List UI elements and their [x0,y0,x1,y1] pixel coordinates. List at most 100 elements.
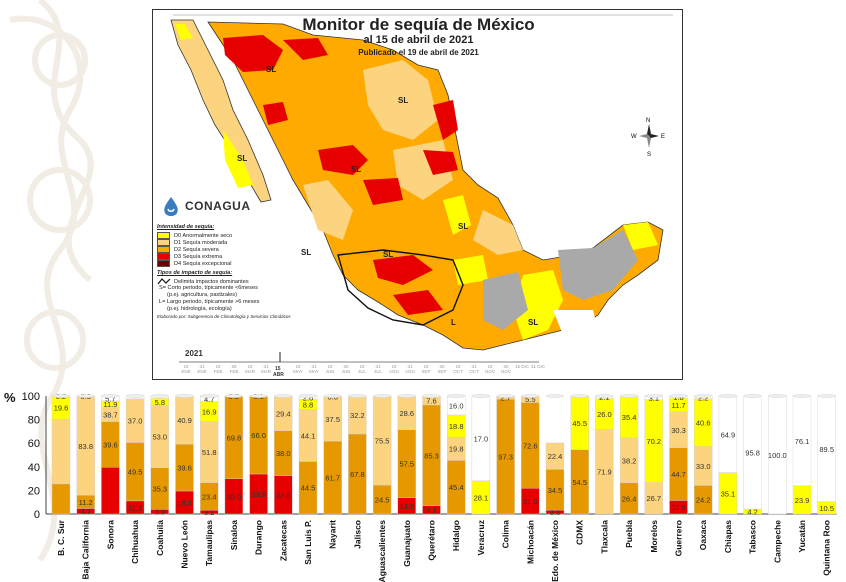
legend-item: D2 Sequía severa [157,246,347,253]
x-tick-label: Guanajuato [402,520,412,567]
bar-data-label: 11.2 [79,498,93,507]
bar-data-label: 5.7 [105,394,115,403]
bar-cap [298,394,318,398]
compass-e: E [661,134,665,140]
legend-short-term: S= Corto periodo, típicamente <6meses [159,285,258,291]
y-tick-label: 40 [28,462,40,474]
x-tick-label: Hidalgo [451,520,461,551]
bar-cap [274,394,293,398]
bar-data-label: 57.5 [399,460,414,469]
bar-data-label: 3.2 [204,508,214,517]
bar-segment [51,418,71,485]
x-tick-label: Chihuahua [130,520,140,564]
bar-data-label: 21.9 [523,497,538,506]
bar-data-label: 44.5 [301,484,316,493]
bar-data-label: 54.5 [572,478,587,487]
bar-data-label: 95.8 [745,449,760,458]
legend-long-term: L= Largo periodo, típicamente >6 meses [159,299,260,305]
bar-segment [101,467,120,515]
bar-data-label: 30.0 [227,492,242,501]
bar-cap [743,394,762,398]
x-tick-label: Oaxaca [698,520,708,551]
bar-data-label: 71.9 [597,468,612,477]
x-tick-label: Nuevo León [180,520,190,569]
compass-rose: N S W E [631,116,667,158]
bar-data-label: 75.5 [375,437,390,446]
x-tick-label: Querétaro [427,520,437,561]
bar-cap [694,394,713,398]
bar-data-label: 53.0 [152,432,167,441]
timeline-label: 31 ENE [197,364,207,374]
legend-label: D0 Anormalmente seco [174,232,233,239]
region-label: SL [528,318,539,327]
bar-data-label: 51.8 [202,448,217,457]
x-tick-label: Edo. de México [550,520,560,582]
bar-data-label: 34.5 [548,486,563,495]
background-ornament [9,0,94,562]
bar-data-label: 4.7 [204,395,214,404]
legend-long-term-example: (p.ej. hidrología, ecología) [167,306,232,312]
legend-short-term-example: (p.ej. agricultura, pastizales) [167,292,237,298]
legend-item: D1 Sequía moderada [157,239,347,246]
x-tick-label: Chiapas [723,520,733,553]
x-tick-label: Sonora [105,520,115,550]
timeline-label: 30 JUN [341,364,351,374]
y-axis-title: % [4,390,16,405]
timeline-label: 15 JUL [357,364,366,374]
bar-data-label: 39.6 [177,464,192,473]
timeline-label: 15 DIC [515,364,530,369]
bar-data-label: 4.2 [747,508,757,517]
compass-icon: N S W E [631,118,665,158]
bar-cap [249,394,268,398]
bar-cap [150,394,170,398]
x-tick-label: Morelos [649,520,659,553]
legend-impact-title: Tipos de impacto de sequía: [157,270,233,276]
x-tick-label: B. C. Sur [56,519,66,556]
timeline: 2021 15 ENE 31 ENE 15 FEB 28 FEB 15 MAR 31 MA… [179,349,545,378]
bar-cap [521,394,540,398]
bar-segment [51,483,71,515]
bar-data-label: 38.2 [622,456,637,465]
bar-segment [545,442,565,470]
x-tick-label: Durango [254,520,264,555]
bar-data-label: 67.8 [350,470,365,479]
region-label: SL [383,250,394,259]
bar-data-label: 100.0 [768,451,787,460]
bar-data-label: 37.5 [325,415,340,424]
bar-data-label: 19.8 [449,445,464,454]
region-label: L [451,318,456,327]
bar-data-label: 37.0 [128,417,143,426]
timeline-year: 2021 [185,349,203,358]
timeline-label: 31 AGO [404,364,415,374]
legend-label: D3 Sequía extrema [174,253,223,260]
timeline-label: 15 JUN [325,364,335,374]
bar-data-label: 19.5 [177,498,192,507]
bar-data-label: 11.9 [103,400,117,409]
bar-data-label: 33.0 [696,462,711,471]
bar-data-label: 11.1 [128,503,142,512]
bar-cap [496,394,515,398]
timeline-label: 15 NOV [485,364,495,374]
x-tick-label: San Luis P. [303,520,313,565]
x-tick-label: Guerrero [674,520,684,556]
bar-data-label: 24.2 [696,496,711,505]
bar-data-label: 19.6 [54,404,69,413]
bar-cap [51,394,71,398]
legend-item: D4 Sequía excepcional [157,260,347,267]
legend-item: D0 Anormalmente seco [157,232,347,239]
map-title: Monitor de sequía de México [302,15,535,34]
legend-intensity-title: Intensidad de sequía: [157,224,215,230]
legend-item: Delimita impactos dominantes [157,278,347,285]
region-label: SL [351,165,362,174]
y-tick-label: 80 [28,415,40,427]
timeline-label: 15 MAR [245,364,255,374]
y-tick-label: 100 [22,391,40,403]
bar-cap [595,394,614,398]
bar-data-label: 44.7 [671,470,686,479]
bar-cap [323,394,342,398]
legend-swatch [157,260,170,267]
mexico-drought-map [170,14,673,351]
x-tick-label: Jalisco [352,520,362,549]
bar-data-label: 8.8 [303,400,313,409]
